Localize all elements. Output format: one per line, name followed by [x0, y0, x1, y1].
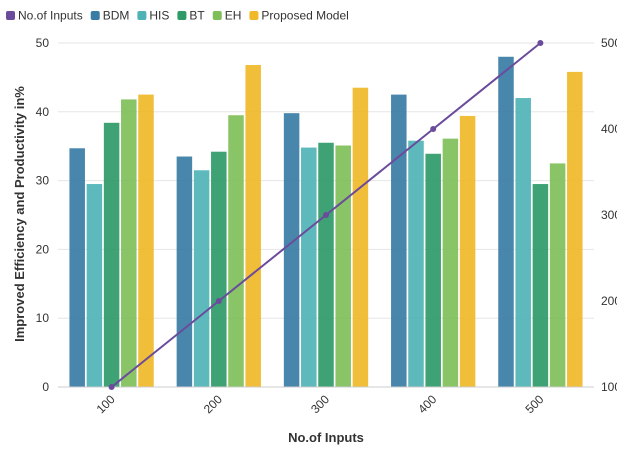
y-tick-label: 0 — [42, 380, 49, 394]
line-point — [430, 126, 437, 132]
legend-label: BDM — [103, 9, 130, 23]
bar-bdm — [283, 113, 300, 388]
bar-eh — [121, 99, 137, 387]
x-axis: 100 200 300 400 500 — [94, 392, 547, 416]
legend-label: No.of Inputs — [18, 9, 83, 23]
x-tick-label: 400 — [415, 392, 439, 416]
secondary-y-axis: 100 200 300 400 500 — [601, 36, 617, 394]
y-tick-label: 10 — [36, 311, 50, 325]
bar-bdm — [498, 56, 514, 387]
bar-his — [193, 170, 210, 387]
legend-swatch — [177, 11, 187, 20]
bar-eh — [442, 138, 459, 387]
y-axis-title: Improved Efficiency and Productivity in% — [12, 86, 27, 342]
legend-label: EH — [225, 9, 242, 23]
bar-proposed-model — [459, 115, 476, 387]
y-tick-label: 20 — [36, 242, 50, 256]
bar-eh — [228, 115, 244, 388]
y-axis: 0 10 20 30 40 50 — [36, 36, 50, 394]
bar-proposed-model — [567, 71, 583, 388]
bar-bt — [211, 151, 227, 387]
y2-tick-label: 100 — [601, 380, 617, 394]
y2-tick-label: 200 — [601, 294, 617, 308]
legend-swatch — [6, 11, 15, 20]
y-tick-label: 50 — [36, 36, 50, 50]
legend-label: BT — [189, 9, 205, 23]
bar-his — [408, 140, 424, 387]
x-tick-label: 500 — [522, 392, 546, 416]
bar-bt — [103, 122, 120, 388]
bar-his — [515, 98, 531, 387]
y-tick-label: 30 — [36, 174, 50, 188]
bar-bt — [425, 153, 441, 387]
y-tick-label: 40 — [36, 105, 50, 119]
bar-proposed-model — [245, 65, 261, 388]
legend-label: Proposed Model — [261, 9, 348, 23]
x-axis-title: No.of Inputs — [288, 430, 364, 445]
line-point — [537, 40, 544, 46]
y2-tick-label: 400 — [601, 122, 617, 136]
x-tick-label: 100 — [94, 392, 118, 416]
bars — [69, 56, 583, 388]
legend-swatch — [249, 11, 259, 20]
x-tick-label: 200 — [201, 392, 225, 416]
legend-swatch — [137, 11, 147, 20]
bar-proposed-model — [138, 94, 154, 387]
line-point — [323, 212, 329, 218]
x-tick-label: 300 — [308, 392, 332, 416]
y2-tick-label: 500 — [601, 36, 617, 50]
bar-bdm — [391, 94, 407, 387]
y2-tick-label: 300 — [601, 208, 617, 222]
bar-bdm — [69, 148, 85, 387]
line-point — [215, 298, 222, 304]
legend-swatch — [212, 11, 222, 20]
legend: No.of Inputs BDM HIS BT EH Proposed Model — [6, 9, 349, 23]
bar-his — [301, 147, 317, 387]
bar-bt — [532, 184, 549, 387]
bar-his — [86, 184, 103, 387]
bar-bdm — [176, 156, 193, 387]
bar-eh — [549, 163, 566, 387]
line-point — [108, 384, 115, 390]
legend-label: HIS — [149, 9, 169, 23]
line-series — [108, 40, 544, 390]
bar-eh — [335, 145, 351, 387]
legend-swatch — [90, 11, 100, 20]
bar-proposed-model — [352, 87, 369, 387]
bar-bt — [318, 142, 334, 387]
